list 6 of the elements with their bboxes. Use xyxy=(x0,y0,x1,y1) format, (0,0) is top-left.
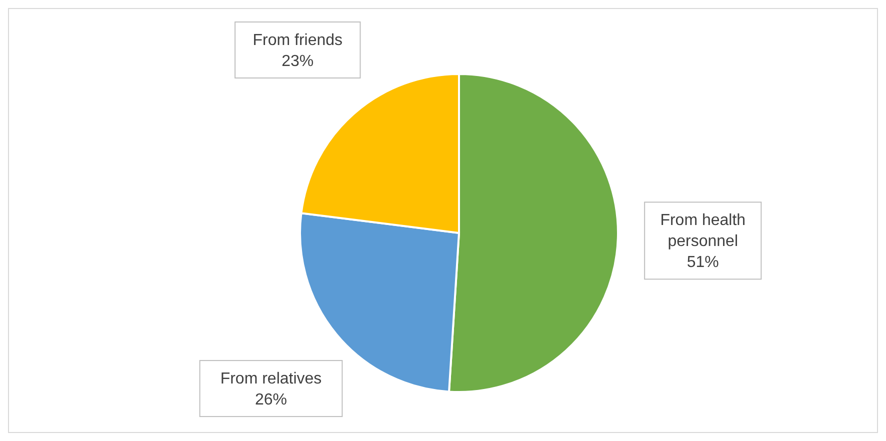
data-label: 23% xyxy=(282,52,314,70)
data-label: 26% xyxy=(254,392,288,409)
slice-label: From friends xyxy=(252,32,343,49)
slice-label: From relatives xyxy=(220,370,322,388)
slice-label: From health personnel xyxy=(660,212,746,250)
data-label: 51% xyxy=(686,254,719,272)
